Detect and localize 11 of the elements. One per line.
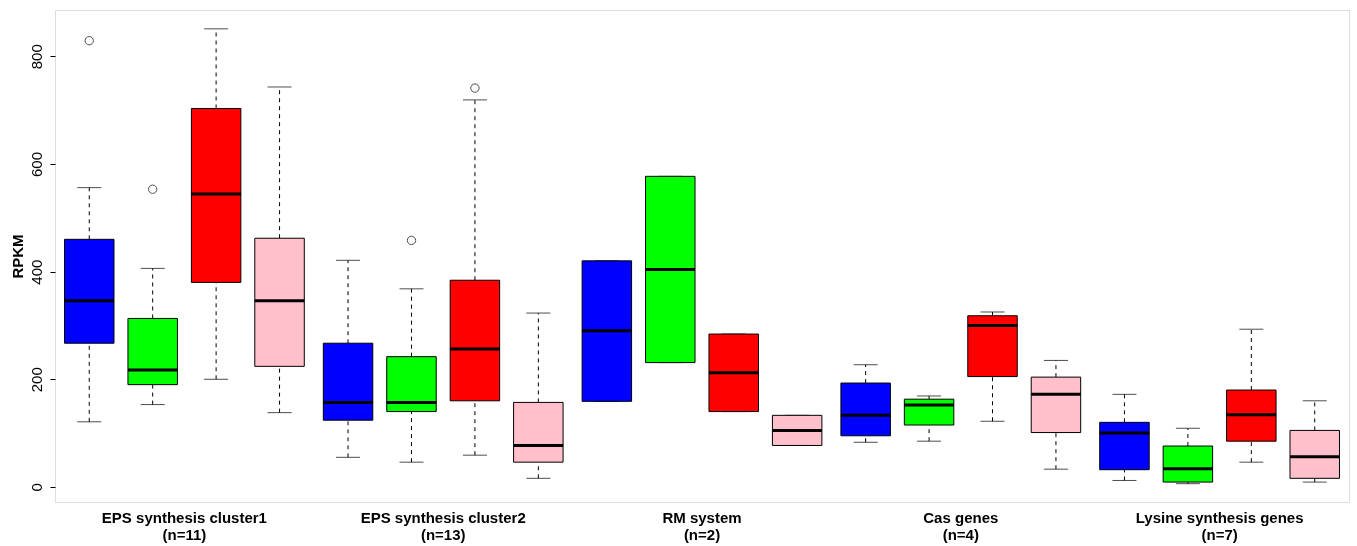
y-tick-label: 800	[27, 44, 45, 70]
x-tick-label: Lysine synthesis genes (n=7)	[1135, 508, 1304, 543]
y-tick-label: 0	[27, 483, 45, 492]
x-tick-label: EPS synthesis cluster1 (n=11)	[101, 508, 267, 543]
y-tick-label: 400	[27, 259, 45, 285]
x-tick-label: Cas genes (n=4)	[923, 508, 999, 543]
y-tick-label: 200	[27, 367, 45, 393]
x-tick-label: RM system (n=2)	[662, 508, 742, 543]
y-axis-title: RPKM	[8, 234, 26, 279]
y-tick-label: 600	[27, 151, 45, 177]
x-tick-label: EPS synthesis cluster2 (n=13)	[360, 508, 526, 543]
